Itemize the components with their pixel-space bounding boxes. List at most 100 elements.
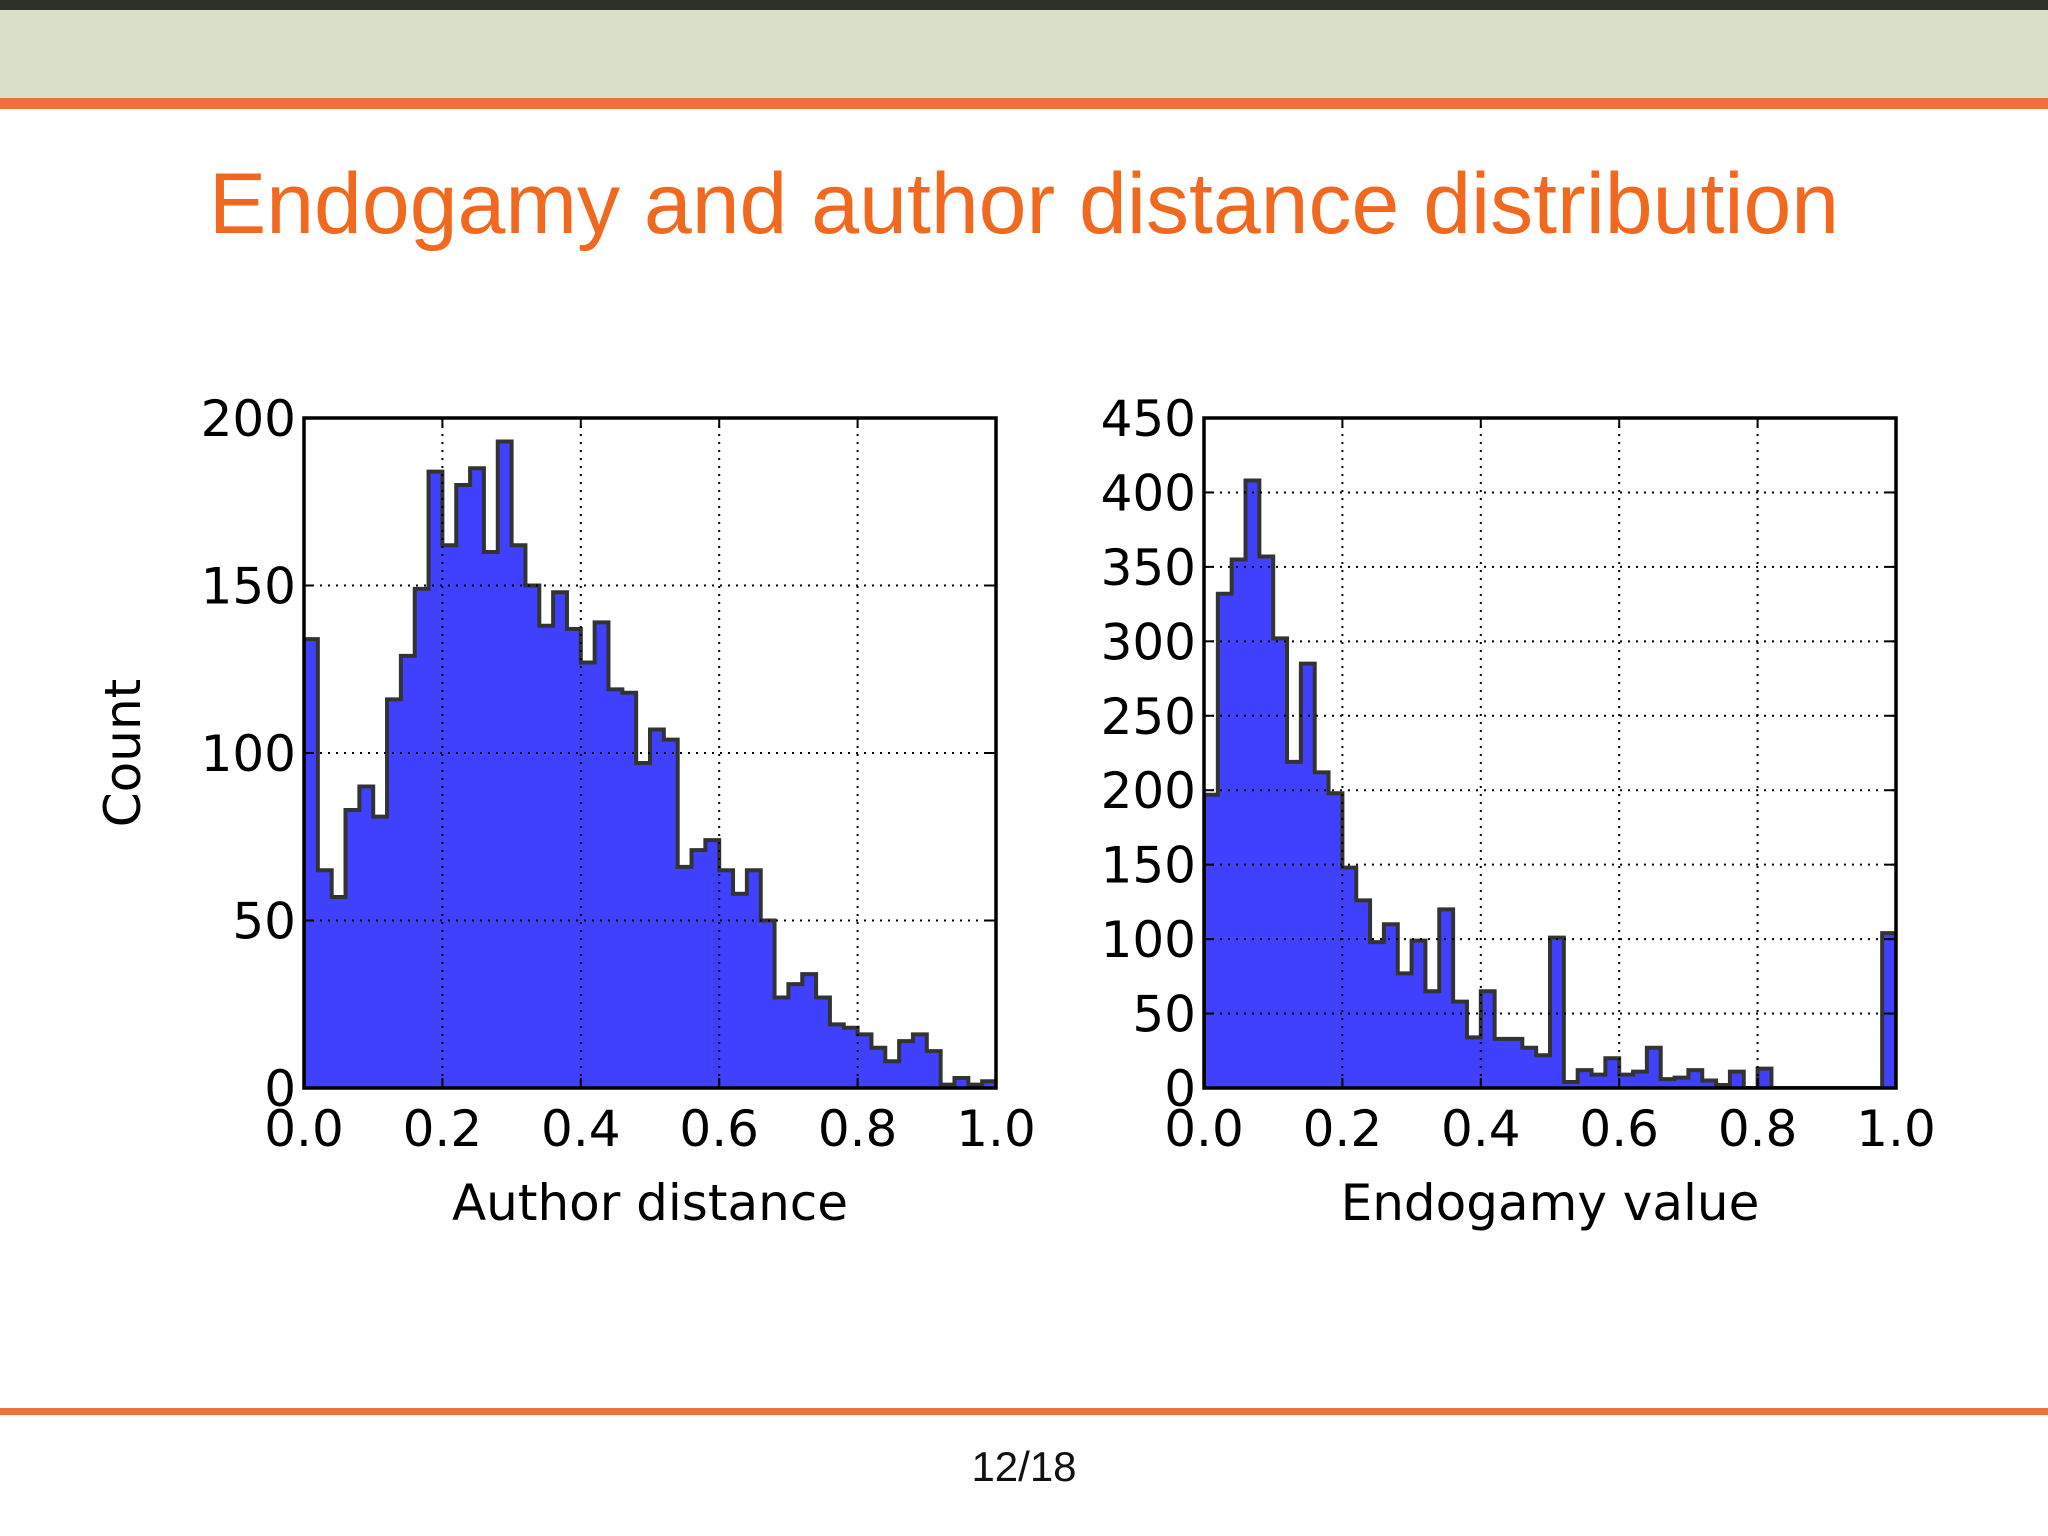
histogram-bar bbox=[304, 639, 319, 1088]
y-tick-label: 250 bbox=[1101, 688, 1196, 746]
x-tick-label: 1.0 bbox=[956, 1100, 1036, 1158]
histogram-bar bbox=[317, 870, 333, 1088]
histogram-bar bbox=[691, 850, 706, 1088]
histogram-bar bbox=[1480, 991, 1496, 1088]
histogram-bar bbox=[594, 622, 610, 1088]
histogram-bar bbox=[1508, 1038, 1523, 1088]
header-accent-rule bbox=[0, 98, 2048, 109]
histogram-bar bbox=[843, 1027, 859, 1088]
histogram-bar bbox=[982, 1081, 996, 1088]
histogram-bar bbox=[774, 997, 789, 1088]
histogram-bar bbox=[760, 920, 776, 1088]
histogram-bar bbox=[1729, 1071, 1745, 1088]
histogram-bar bbox=[1882, 933, 1896, 1088]
x-tick-label: 0.8 bbox=[1718, 1100, 1798, 1158]
bars-group bbox=[1204, 478, 1896, 1088]
histogram-bar bbox=[1633, 1071, 1648, 1088]
histogram-bar bbox=[1342, 867, 1357, 1088]
histogram-bar bbox=[650, 729, 665, 1088]
x-tick-label: 0.6 bbox=[1579, 1100, 1659, 1158]
histogram-bar bbox=[1425, 991, 1440, 1088]
histogram-bar bbox=[802, 974, 817, 1088]
histogram-bar bbox=[1370, 942, 1385, 1088]
y-tick-label: 50 bbox=[232, 893, 296, 951]
histogram-bar bbox=[1536, 1055, 1551, 1088]
histogram-bar bbox=[1591, 1074, 1606, 1088]
x-tick-label: 0.0 bbox=[1164, 1100, 1244, 1158]
histogram-bar bbox=[470, 468, 485, 1088]
histogram-bar bbox=[1259, 556, 1274, 1088]
y-tick-label: 450 bbox=[1101, 390, 1196, 448]
histogram-bar bbox=[899, 1041, 914, 1088]
bars-group bbox=[304, 439, 996, 1088]
histogram-outline bbox=[304, 439, 996, 1088]
histogram-bar bbox=[1273, 638, 1288, 1088]
histogram-bar bbox=[359, 786, 374, 1088]
histogram-bar bbox=[1466, 1037, 1482, 1088]
histogram-bar bbox=[788, 984, 803, 1088]
histogram-bar bbox=[1411, 940, 1427, 1088]
page-number: 12/18 bbox=[971, 1443, 1077, 1490]
x-tick-label: 0.6 bbox=[679, 1100, 759, 1158]
y-tick-label: 0 bbox=[264, 1060, 296, 1118]
histogram-bar bbox=[400, 655, 416, 1088]
x-tick-label: 0.2 bbox=[1303, 1100, 1383, 1158]
author-distance-histogram: 0.0 0.2 0.4 0.6 0.8 1.0 0 50 100 150 200 Author dis… bbox=[94, 390, 1036, 1232]
y-tick-label: 100 bbox=[201, 725, 296, 783]
histogram-bar bbox=[1563, 1082, 1579, 1088]
y-tick-label: 350 bbox=[1101, 539, 1196, 597]
histogram-bar bbox=[608, 689, 623, 1088]
histogram-bar bbox=[1619, 1074, 1634, 1088]
histogram-bar bbox=[525, 585, 540, 1088]
histogram-bar bbox=[442, 545, 457, 1088]
histogram-bar bbox=[539, 625, 554, 1088]
histogram-bar bbox=[1217, 593, 1233, 1088]
histogram-bar bbox=[926, 1051, 942, 1088]
x-tick-label: 0.0 bbox=[264, 1100, 344, 1158]
x-tick-label: 1.0 bbox=[1856, 1100, 1936, 1158]
histogram-bar bbox=[1204, 794, 1219, 1088]
x-tick-label: 0.4 bbox=[541, 1100, 621, 1158]
header-band bbox=[0, 10, 2048, 98]
slide-title: Endogamy and author distance distributio… bbox=[208, 156, 1840, 252]
histogram-bar bbox=[857, 1034, 873, 1088]
histogram-bar bbox=[345, 809, 360, 1088]
histogram-bar bbox=[719, 870, 734, 1088]
histogram-bar bbox=[483, 552, 499, 1088]
histogram-bar bbox=[566, 629, 582, 1088]
histogram-bar bbox=[456, 485, 471, 1088]
histogram-bar bbox=[1660, 1079, 1676, 1088]
y-axis-label: Count bbox=[94, 679, 152, 828]
histogram-bar bbox=[1383, 924, 1399, 1088]
y-tick-label: 100 bbox=[1101, 911, 1196, 969]
histogram-bar bbox=[816, 997, 831, 1088]
histogram-bar bbox=[1702, 1080, 1717, 1088]
histogram-bar bbox=[636, 763, 651, 1088]
x-axis-label: Author distance bbox=[452, 1174, 848, 1232]
histogram-bar bbox=[373, 816, 388, 1088]
histogram-bar bbox=[1577, 1070, 1593, 1088]
y-tick-label: 200 bbox=[1101, 762, 1196, 820]
histogram-bar bbox=[1439, 909, 1454, 1088]
histogram-bar bbox=[428, 471, 443, 1088]
histogram-bar bbox=[954, 1077, 969, 1088]
histogram-bar bbox=[1494, 1038, 1510, 1088]
histogram-bar bbox=[553, 592, 568, 1088]
histogram-bar bbox=[829, 1024, 845, 1088]
histogram-bar bbox=[663, 739, 679, 1088]
y-tick-label: 400 bbox=[1101, 464, 1196, 522]
y-tick-label: 0 bbox=[1164, 1060, 1196, 1118]
histogram-outline bbox=[1204, 478, 1896, 1088]
x-tick-label: 0.4 bbox=[1441, 1100, 1521, 1158]
y-tick-label: 150 bbox=[1101, 837, 1196, 895]
histogram-bar bbox=[1605, 1058, 1620, 1088]
histogram-bar bbox=[733, 893, 748, 1088]
x-axis-label: Endogamy value bbox=[1341, 1174, 1760, 1232]
endogamy-value-histogram: 0.0 0.2 0.4 0.6 0.8 1.0 0 50 100 150 200 250 300 350 4… bbox=[1101, 390, 1936, 1232]
histogram-bar bbox=[1356, 900, 1371, 1088]
x-tick-label: 0.2 bbox=[403, 1100, 483, 1158]
y-tick-label: 150 bbox=[201, 558, 296, 616]
y-tick-label: 200 bbox=[201, 390, 296, 448]
histogram-bar bbox=[414, 588, 430, 1088]
